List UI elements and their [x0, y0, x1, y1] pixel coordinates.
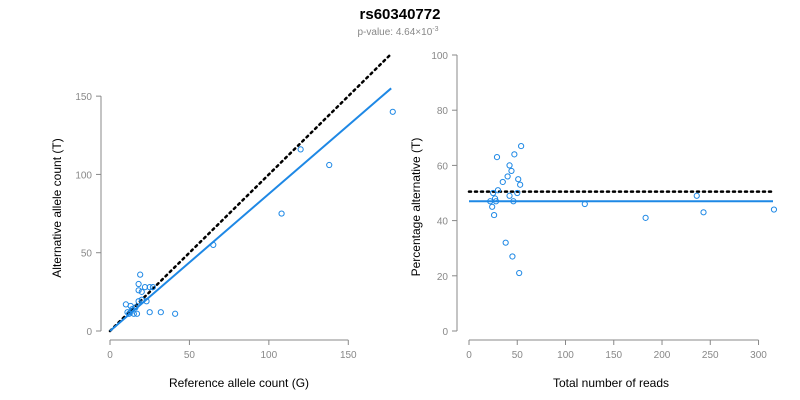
- right-data-point: [487, 198, 494, 205]
- right-x-tick-label: 250: [702, 350, 719, 361]
- right-data-point: [504, 173, 511, 180]
- left-data-point: [149, 284, 156, 291]
- left-data-point: [172, 310, 179, 317]
- right-data-point: [700, 209, 707, 216]
- left-x-tick-label: 0: [107, 350, 113, 361]
- left-x-tick-label: 150: [340, 350, 357, 361]
- right-data-point: [490, 211, 498, 219]
- right-data-point: [499, 178, 506, 186]
- left-plot: 0 50 100 150 0 50 100 150 Reference allele count…: [50, 52, 396, 390]
- right-data-point: [693, 192, 700, 199]
- right-y-tick-label: 40: [437, 217, 449, 228]
- left-data-point: [135, 287, 142, 294]
- right-y-tick-label: 0: [442, 327, 448, 338]
- right-x-tick-label: 50: [512, 350, 524, 361]
- left-data-point: [130, 310, 137, 317]
- chart-subtitle: p-value: 4.64×10-3: [357, 26, 438, 38]
- right-data-point: [581, 200, 588, 208]
- left-x-tick-label: 50: [184, 350, 196, 361]
- p-value-exponent: -3: [432, 26, 438, 33]
- left-y-tick-label: 150: [75, 92, 92, 103]
- right-data-point: [514, 189, 521, 197]
- left-data-point: [389, 108, 396, 115]
- left-data-point: [138, 288, 145, 295]
- right-x-tick-label: 150: [605, 350, 622, 361]
- left-data-point: [210, 241, 217, 248]
- left-data-point: [297, 146, 304, 153]
- left-data-point: [127, 309, 134, 316]
- left-y-axis-title: Alternative allele count (T): [50, 138, 64, 277]
- right-y-tick-label: 80: [437, 106, 449, 117]
- right-y-tick-label: 20: [437, 272, 449, 283]
- right-data-point: [770, 206, 778, 213]
- left-y-tick-label: 0: [86, 327, 92, 338]
- left-data-point: [124, 309, 131, 316]
- left-data-point: [326, 161, 333, 169]
- right-data-point: [511, 151, 518, 158]
- left-data-point: [278, 210, 285, 217]
- right-data-point: [502, 239, 509, 246]
- right-data-point: [492, 198, 500, 205]
- right-x-tick-label: 100: [557, 350, 574, 361]
- right-x-axis-title: Total number of reads: [553, 376, 669, 390]
- right-data-point: [491, 195, 499, 202]
- right-data-point: [517, 181, 524, 188]
- right-data-point: [516, 269, 523, 277]
- right-data-point: [509, 253, 516, 260]
- left-data-point: [133, 310, 141, 317]
- left-x-tick-label: 100: [261, 350, 278, 361]
- left-y-tick-label: 100: [75, 170, 92, 181]
- right-data-point: [494, 187, 502, 194]
- right-data-point: [642, 214, 649, 221]
- left-data-point: [135, 280, 142, 288]
- left-y-tick-label: 50: [81, 249, 93, 260]
- right-y-tick-label: 100: [431, 51, 448, 62]
- right-data-point: [510, 198, 517, 205]
- chart-title: rs60340772: [360, 6, 441, 23]
- left-data-point: [137, 271, 144, 278]
- right-data-point: [518, 142, 525, 150]
- right-x-tick-label: 300: [750, 350, 767, 361]
- right-y-axis-title: Percentage alternative (T): [409, 138, 423, 277]
- right-plot: 0 50 100 150 200 250 300 0 20 40 60 80 100 Total numb…: [409, 51, 778, 390]
- left-data-point: [132, 304, 139, 311]
- right-x-tick-label: 0: [466, 350, 472, 361]
- left-data-point: [146, 284, 153, 291]
- left-data-point: [146, 309, 153, 316]
- left-fit-line: [109, 87, 392, 332]
- right-data-point: [508, 167, 515, 175]
- right-y-tick-label: 60: [437, 161, 449, 172]
- right-data-point: [515, 176, 522, 183]
- p-value-text: p-value: 4.64×10: [357, 27, 432, 38]
- left-reference-line: [108, 52, 393, 333]
- left-data-point: [135, 298, 142, 305]
- left-data-point: [143, 298, 150, 305]
- right-data-point: [489, 203, 496, 210]
- left-data-point: [157, 309, 164, 316]
- right-data-point: [506, 192, 513, 199]
- right-data-point: [506, 162, 513, 169]
- right-x-tick-label: 200: [654, 350, 671, 361]
- left-x-axis-title: Reference allele count (G): [169, 376, 309, 390]
- right-data-point: [493, 154, 501, 161]
- right-data-point: [490, 189, 497, 197]
